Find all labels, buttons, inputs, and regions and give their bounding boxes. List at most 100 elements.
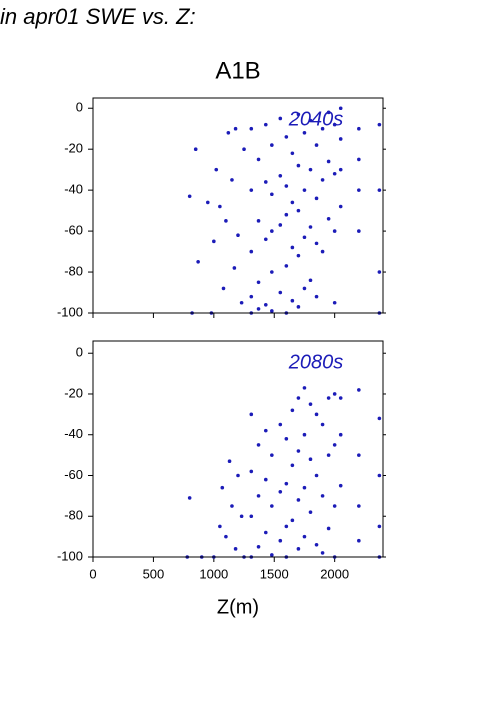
- point: [338, 396, 343, 400]
- point: [263, 428, 268, 433]
- x-tick-label: 2000: [320, 566, 349, 581]
- point: [239, 300, 244, 305]
- y-tick-label: -20: [64, 141, 83, 156]
- point: [232, 266, 237, 270]
- point: [230, 178, 234, 182]
- point: [296, 163, 301, 168]
- point: [236, 233, 240, 237]
- point: [296, 449, 301, 453]
- y-tick-label: -100: [57, 304, 83, 319]
- x-tick-label: 0: [89, 566, 96, 581]
- point: [296, 547, 301, 551]
- point: [214, 167, 219, 172]
- point: [227, 459, 232, 464]
- point: [314, 196, 319, 201]
- point: [302, 188, 307, 192]
- point: [284, 212, 289, 217]
- point: [320, 494, 325, 498]
- point: [256, 545, 261, 549]
- point: [302, 286, 307, 291]
- x-tick-label: 1500: [260, 566, 289, 581]
- point: [284, 481, 289, 486]
- point: [320, 126, 325, 131]
- panel-title: A1B: [215, 57, 260, 84]
- point: [256, 280, 261, 285]
- point: [302, 235, 307, 240]
- point: [205, 200, 210, 205]
- point: [224, 219, 228, 223]
- point: [226, 131, 231, 135]
- point: [290, 298, 295, 303]
- point: [320, 551, 325, 555]
- point: [218, 204, 222, 209]
- point: [270, 309, 274, 313]
- point: [270, 192, 274, 197]
- point: [357, 126, 361, 131]
- point: [290, 408, 295, 413]
- page-title: in apr01 SWE vs. Z:: [0, 4, 196, 29]
- point: [377, 270, 382, 274]
- point: [377, 524, 382, 529]
- point: [332, 300, 337, 305]
- point: [308, 510, 313, 514]
- point: [236, 473, 240, 478]
- point: [220, 485, 225, 490]
- point: [290, 518, 295, 523]
- point: [270, 229, 274, 233]
- point: [193, 147, 198, 151]
- point: [290, 200, 295, 205]
- point: [284, 264, 289, 268]
- x-tick-label: 500: [143, 566, 165, 581]
- point: [278, 174, 283, 178]
- point: [338, 204, 343, 209]
- point: [314, 473, 319, 478]
- y-tick-label: -60: [64, 467, 83, 482]
- point: [357, 388, 361, 392]
- point: [290, 463, 295, 468]
- y-tick-label: -40: [64, 426, 83, 441]
- point: [326, 110, 331, 115]
- point: [256, 494, 261, 498]
- y-tick-label: -20: [64, 385, 83, 400]
- point: [233, 126, 238, 131]
- point: [338, 167, 343, 172]
- point: [224, 534, 228, 539]
- point: [196, 260, 200, 264]
- point: [338, 483, 343, 488]
- point: [302, 534, 307, 539]
- point: [308, 402, 313, 406]
- point: [326, 526, 331, 531]
- point: [256, 307, 261, 311]
- point: [320, 422, 325, 427]
- point: [278, 223, 283, 227]
- point: [263, 237, 268, 242]
- point: [284, 437, 289, 441]
- point: [308, 457, 313, 461]
- point: [326, 159, 331, 164]
- point: [263, 180, 268, 184]
- point: [302, 432, 307, 437]
- point: [278, 538, 283, 543]
- point: [187, 496, 192, 500]
- point: [296, 112, 301, 117]
- point: [377, 188, 382, 192]
- point: [270, 143, 274, 147]
- point: [296, 396, 301, 400]
- y-tick-label: -80: [64, 263, 83, 278]
- point: [284, 524, 289, 529]
- y-tick-label: -80: [64, 508, 83, 523]
- plot-frame: [92, 97, 384, 314]
- point: [308, 278, 313, 283]
- point: [302, 131, 307, 135]
- point: [296, 305, 301, 309]
- y-tick-label: 0: [76, 100, 83, 115]
- point: [357, 188, 361, 192]
- point: [249, 294, 254, 299]
- point: [308, 167, 313, 172]
- point: [263, 303, 268, 307]
- point: [278, 422, 283, 427]
- point: [332, 171, 337, 176]
- point: [314, 294, 319, 299]
- point: [284, 184, 289, 188]
